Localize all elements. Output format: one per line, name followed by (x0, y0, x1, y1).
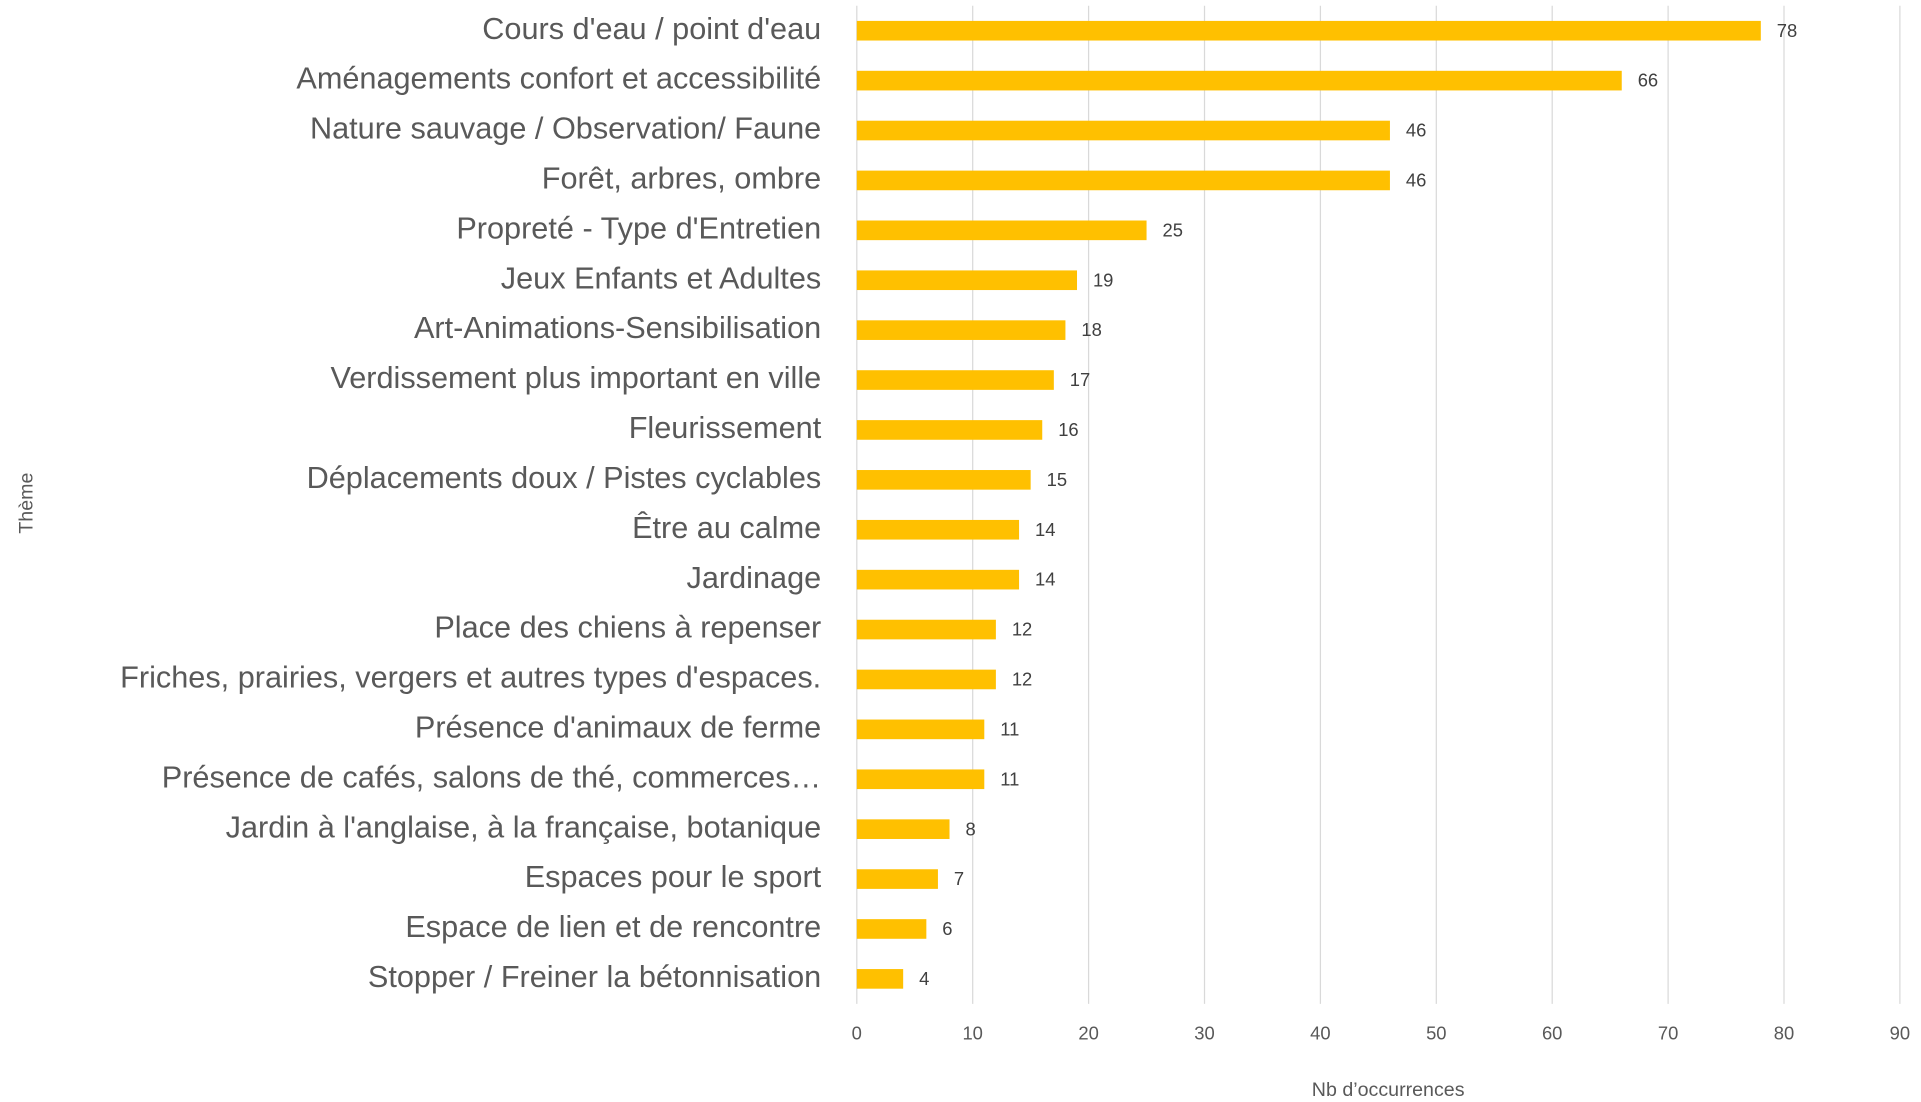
y-tick-label: Présence de cafés, salons de thé, commer… (162, 760, 821, 794)
bar (856, 869, 938, 889)
bar (856, 70, 1622, 91)
value-label: 18 (1081, 319, 1101, 340)
value-label: 12 (1012, 669, 1032, 690)
value-label: 66 (1638, 70, 1658, 91)
bar (856, 270, 1078, 291)
bar (856, 969, 904, 989)
value-label: 12 (1012, 619, 1032, 640)
y-tick-label: Forêt, arbres, ombre (542, 162, 821, 196)
bar (856, 619, 996, 640)
bar (856, 669, 996, 690)
y-tick-label: Place des chiens à repenser (434, 611, 821, 645)
x-tick-label: 80 (1774, 1022, 1794, 1043)
y-tick-label: Espace de lien et de rencontre (405, 910, 821, 944)
x-tick-label: 60 (1542, 1022, 1562, 1043)
x-tick-label: 90 (1890, 1022, 1910, 1043)
bar (856, 719, 985, 740)
value-label: 15 (1047, 469, 1067, 490)
value-label: 4 (919, 968, 929, 989)
bar (856, 20, 1761, 41)
value-label: 17 (1070, 369, 1090, 390)
value-label: 16 (1058, 419, 1078, 440)
y-tick-label: Verdissement plus important en ville (330, 361, 821, 395)
bar (856, 919, 927, 939)
y-tick-label: Cours d'eau / point d'eau (482, 12, 821, 46)
value-label: 14 (1035, 569, 1055, 590)
x-tick-label: 10 (962, 1022, 982, 1043)
y-tick-label: Aménagements confort et accessibilité (296, 62, 821, 96)
bar (856, 170, 1390, 191)
value-label: 11 (1000, 768, 1019, 789)
y-tick-label: Jardinage (687, 561, 822, 595)
x-tick-label: 40 (1310, 1022, 1330, 1043)
bar (856, 519, 1020, 540)
value-label: 7 (954, 868, 964, 889)
bar (856, 120, 1390, 141)
y-tick-label: Être au calme (632, 510, 821, 545)
y-tick-label: Espaces pour le sport (525, 860, 822, 894)
x-tick-label: 50 (1426, 1022, 1446, 1043)
y-tick-label: Présence d'animaux de ferme (415, 710, 821, 744)
value-label: 46 (1406, 170, 1426, 191)
x-tick-label: 70 (1658, 1022, 1678, 1043)
x-axis-label: Nb d’occurrences (1312, 1079, 1465, 1101)
value-label: 6 (942, 918, 952, 939)
y-tick-label: Déplacements doux / Pistes cyclables (307, 461, 822, 495)
x-tick-label: 0 (852, 1022, 862, 1043)
x-tick-label: 30 (1194, 1022, 1214, 1043)
value-label: 19 (1093, 269, 1113, 290)
bar (856, 569, 1020, 590)
x-tick-label: 20 (1078, 1022, 1098, 1043)
y-tick-label: Nature sauvage / Observation/ Faune (310, 112, 821, 146)
y-tick-label: Jeux Enfants et Adultes (501, 261, 821, 295)
value-label: 14 (1035, 519, 1055, 540)
bar (856, 370, 1054, 390)
y-tick-label: Fleurissement (629, 411, 822, 445)
value-label: 25 (1163, 219, 1183, 240)
value-label: 46 (1406, 120, 1426, 141)
bar (856, 819, 950, 839)
bar (856, 769, 985, 790)
bar (856, 470, 1031, 490)
value-label: 11 (1000, 718, 1019, 739)
value-label: 78 (1777, 20, 1797, 41)
y-axis-label: Thème (15, 473, 37, 534)
bar (856, 220, 1147, 241)
bar (856, 420, 1043, 440)
y-tick-label: Jardin à l'anglaise, à la française, bot… (226, 810, 822, 844)
y-tick-label: Art-Animations-Sensibilisation (414, 311, 821, 345)
bar (856, 320, 1066, 340)
y-tick-label: Propreté - Type d'Entretien (456, 211, 821, 245)
y-tick-label: Friches, prairies, vergers et autres typ… (120, 661, 821, 695)
value-label: 8 (965, 818, 975, 839)
y-tick-label: Stopper / Freiner la bétonnisation (368, 960, 821, 994)
